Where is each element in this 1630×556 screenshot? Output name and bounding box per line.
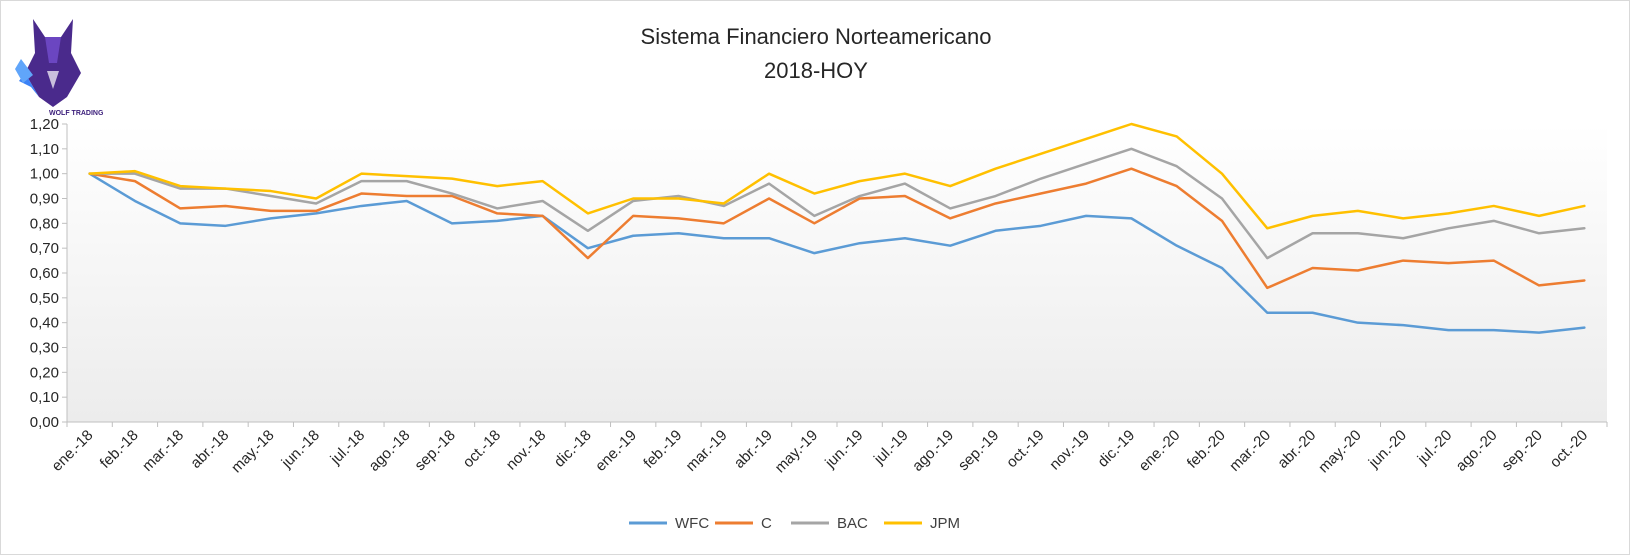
y-tick-label: 0,90 <box>30 191 59 208</box>
x-tick-label: may.-18 <box>228 427 278 477</box>
x-tick-label: dic.-19 <box>1094 427 1138 471</box>
x-tick-label: sep.-18 <box>411 427 458 474</box>
legend-label-jpm: JPM <box>930 515 960 532</box>
y-tick-label: 0,80 <box>30 215 59 232</box>
x-tick-label: sep.-20 <box>1498 427 1545 474</box>
y-tick-label: 0,10 <box>30 389 59 406</box>
x-tick-label: ago.-18 <box>366 427 414 475</box>
series-line-jpm <box>88 122 1586 230</box>
y-tick-label: 0,70 <box>30 240 59 257</box>
x-tick-label: ene.-20 <box>1136 427 1184 475</box>
y-tick-label: 0,40 <box>30 315 59 332</box>
x-tick-label: jun.-18 <box>278 427 323 472</box>
x-tick-label: nov.-18 <box>503 427 550 474</box>
x-tick-label: ene.-18 <box>48 427 96 475</box>
x-tick-label: jul.-19 <box>870 427 912 469</box>
series-line-c <box>88 167 1586 290</box>
x-tick-label: jun.-20 <box>1365 427 1410 472</box>
x-tick-label: abr.-19 <box>731 427 776 472</box>
x-tick-label: ene.-19 <box>592 427 640 475</box>
series-layer <box>88 122 1586 334</box>
y-axis: 0,00 0,10 0,20 0,30 0,40 0,50 0,60 0,70 0,80 0,90… <box>30 116 68 431</box>
x-tick-label: nov.-19 <box>1046 427 1093 474</box>
x-tick-label: ago.-19 <box>909 427 957 475</box>
y-tick-label: 0,00 <box>30 414 59 431</box>
x-tick-label: dic.-18 <box>551 427 595 471</box>
series-line-wfc <box>88 172 1586 334</box>
legend-label-c: C <box>761 515 772 532</box>
y-tick-label: 1,00 <box>30 166 59 183</box>
legend: WFC C BAC JPM <box>629 515 960 532</box>
legend-label-bac: BAC <box>837 515 868 532</box>
x-tick-label: abr.-18 <box>187 427 232 472</box>
x-tick-label: jul.-18 <box>327 427 369 469</box>
x-tick-label: oct.-19 <box>1003 427 1047 471</box>
y-tick-label: 0,60 <box>30 265 59 282</box>
x-tick-label: abr.-20 <box>1274 427 1319 472</box>
x-tick-label: feb.-18 <box>97 427 142 472</box>
x-tick-label: mar.-18 <box>139 427 187 475</box>
plot-area <box>67 124 1607 422</box>
legend-label-wfc: WFC <box>675 515 709 532</box>
y-tick-label: 1,10 <box>30 141 59 158</box>
x-tick-label: feb.-19 <box>640 427 685 472</box>
chart-subtitle: 2018-HOY <box>764 58 868 83</box>
x-tick-label: oct.-18 <box>460 427 504 471</box>
x-tick-label: oct.-20 <box>1547 427 1591 471</box>
y-tick-label: 0,20 <box>30 364 59 381</box>
y-tick-label: 0,30 <box>30 340 59 357</box>
x-tick-label: jul.-20 <box>1414 427 1456 469</box>
x-tick-label: may.-20 <box>1315 427 1365 477</box>
x-tick-label: feb.-20 <box>1184 427 1229 472</box>
logo-text: WOLF TRADING <box>49 110 104 117</box>
y-tick-label: 1,20 <box>30 116 59 133</box>
chart-title: Sistema Financiero Norteamericano <box>641 24 992 49</box>
x-tick-label: mar.-19 <box>683 427 731 475</box>
x-tick-label: mar.-20 <box>1226 427 1274 475</box>
y-tick-label: 0,50 <box>30 290 59 307</box>
x-tick-label: jun.-19 <box>821 427 866 472</box>
x-tick-label: sep.-19 <box>955 427 1002 474</box>
x-tick-label: ago.-20 <box>1453 427 1501 475</box>
series-line-bac <box>88 147 1586 260</box>
wolf-logo: WOLF TRADING <box>15 19 104 117</box>
x-tick-label: may.-19 <box>772 427 822 477</box>
